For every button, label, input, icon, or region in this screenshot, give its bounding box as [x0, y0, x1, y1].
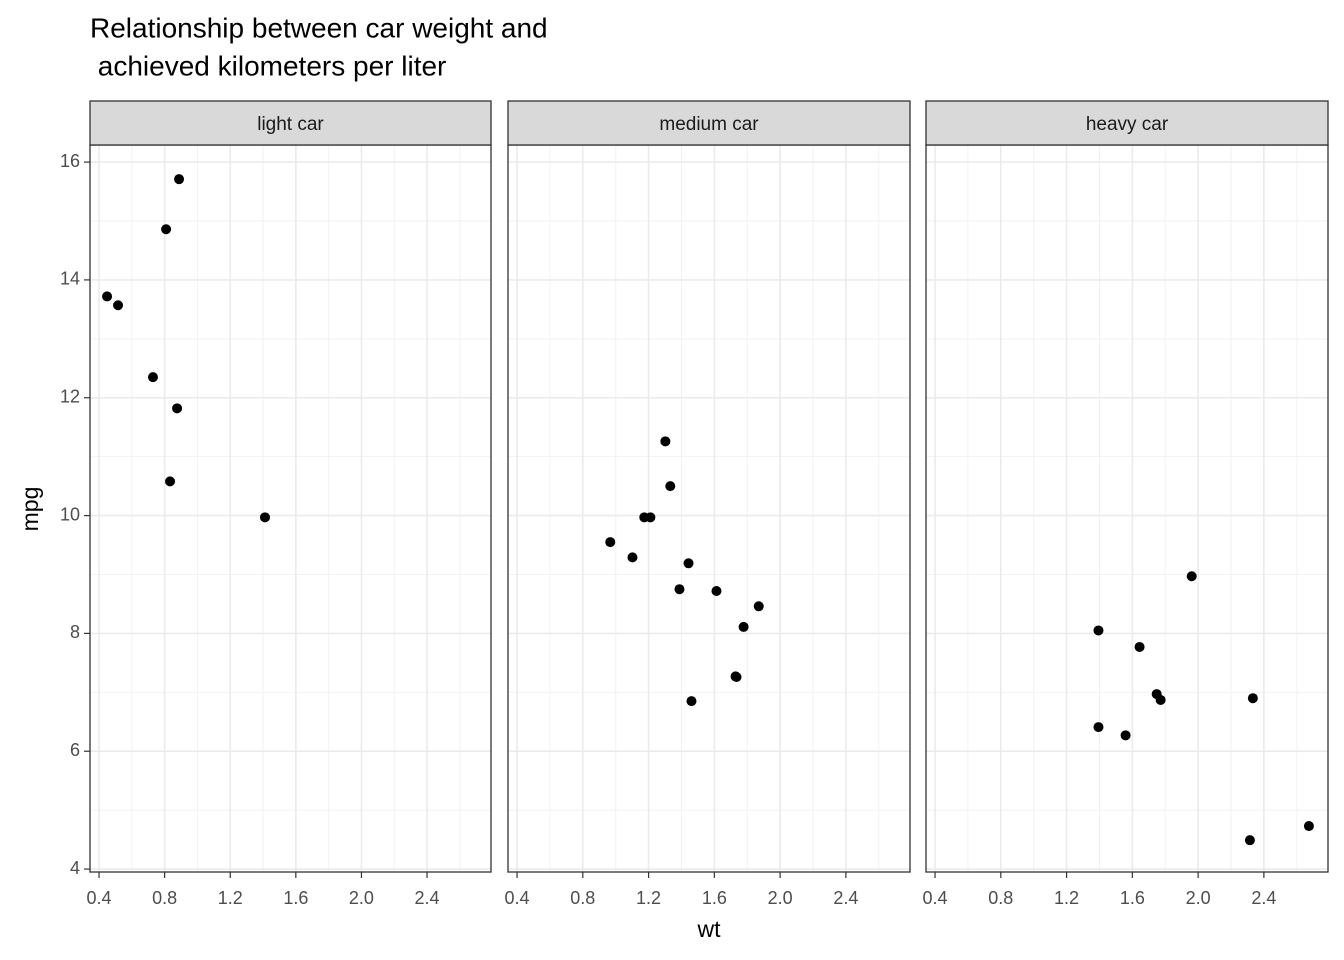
strip-label: heavy car: [1086, 114, 1169, 135]
x-tick-label: 1.2: [636, 888, 661, 908]
x-tick-label: 1.6: [702, 888, 727, 908]
point: [660, 436, 671, 447]
point: [738, 621, 749, 632]
panel-background: [926, 145, 1328, 872]
point: [1134, 641, 1145, 652]
x-tick-label: 1.6: [1120, 888, 1145, 908]
point: [174, 174, 185, 185]
point: [1120, 730, 1131, 741]
y-tick-label: 10: [60, 504, 80, 524]
panel-background: [508, 145, 910, 872]
point: [686, 696, 697, 707]
point: [161, 224, 172, 235]
point: [665, 481, 676, 492]
x-tick-label: 2.0: [349, 888, 374, 908]
chart-title: achieved kilometers per liter: [90, 50, 446, 81]
y-tick-label: 14: [60, 269, 80, 289]
point: [113, 300, 124, 311]
point: [731, 671, 742, 682]
point: [605, 537, 616, 548]
point: [753, 601, 764, 612]
y-tick-label: 16: [60, 151, 80, 171]
strip-label: medium car: [659, 114, 759, 135]
point: [1303, 821, 1314, 832]
point: [102, 291, 113, 302]
point: [1093, 722, 1104, 733]
point: [683, 558, 694, 569]
x-tick-label: 0.8: [988, 888, 1013, 908]
y-tick-label: 8: [70, 622, 80, 642]
strip: [507, 100, 911, 146]
x-tick-label: 2.4: [415, 888, 440, 908]
point: [1155, 694, 1166, 705]
chart-title: Relationship between car weight and: [90, 12, 548, 43]
point: [674, 584, 685, 595]
point: [259, 512, 270, 523]
x-tick-label: 0.4: [87, 888, 112, 908]
x-tick-label: 0.4: [923, 888, 948, 908]
x-tick-label: 0.4: [505, 888, 530, 908]
point: [1093, 625, 1104, 636]
strip-label: light car: [257, 114, 324, 135]
point: [1244, 835, 1255, 846]
point: [627, 552, 638, 563]
point: [147, 372, 158, 383]
point: [1186, 571, 1197, 582]
x-tick-label: 1.2: [218, 888, 243, 908]
panel-background: [90, 145, 491, 872]
x-tick-label: 1.2: [1054, 888, 1079, 908]
x-tick-label: 2.4: [833, 888, 858, 908]
y-axis-title: mpg: [17, 487, 43, 532]
x-tick-label: 2.0: [1186, 888, 1211, 908]
point: [645, 512, 656, 523]
x-axis-title: wt: [697, 916, 722, 942]
x-tick-label: 2.4: [1251, 888, 1276, 908]
x-tick-label: 1.6: [283, 888, 308, 908]
point: [1247, 693, 1258, 704]
strip: [89, 100, 492, 146]
y-tick-label: 12: [60, 386, 80, 406]
x-tick-label: 2.0: [768, 888, 793, 908]
x-tick-label: 0.8: [152, 888, 177, 908]
y-tick-label: 4: [70, 858, 80, 878]
y-tick-label: 6: [70, 740, 80, 760]
strip: [925, 100, 1329, 146]
x-tick-label: 0.8: [570, 888, 595, 908]
point: [711, 585, 722, 596]
point: [172, 403, 183, 414]
point: [165, 476, 176, 487]
